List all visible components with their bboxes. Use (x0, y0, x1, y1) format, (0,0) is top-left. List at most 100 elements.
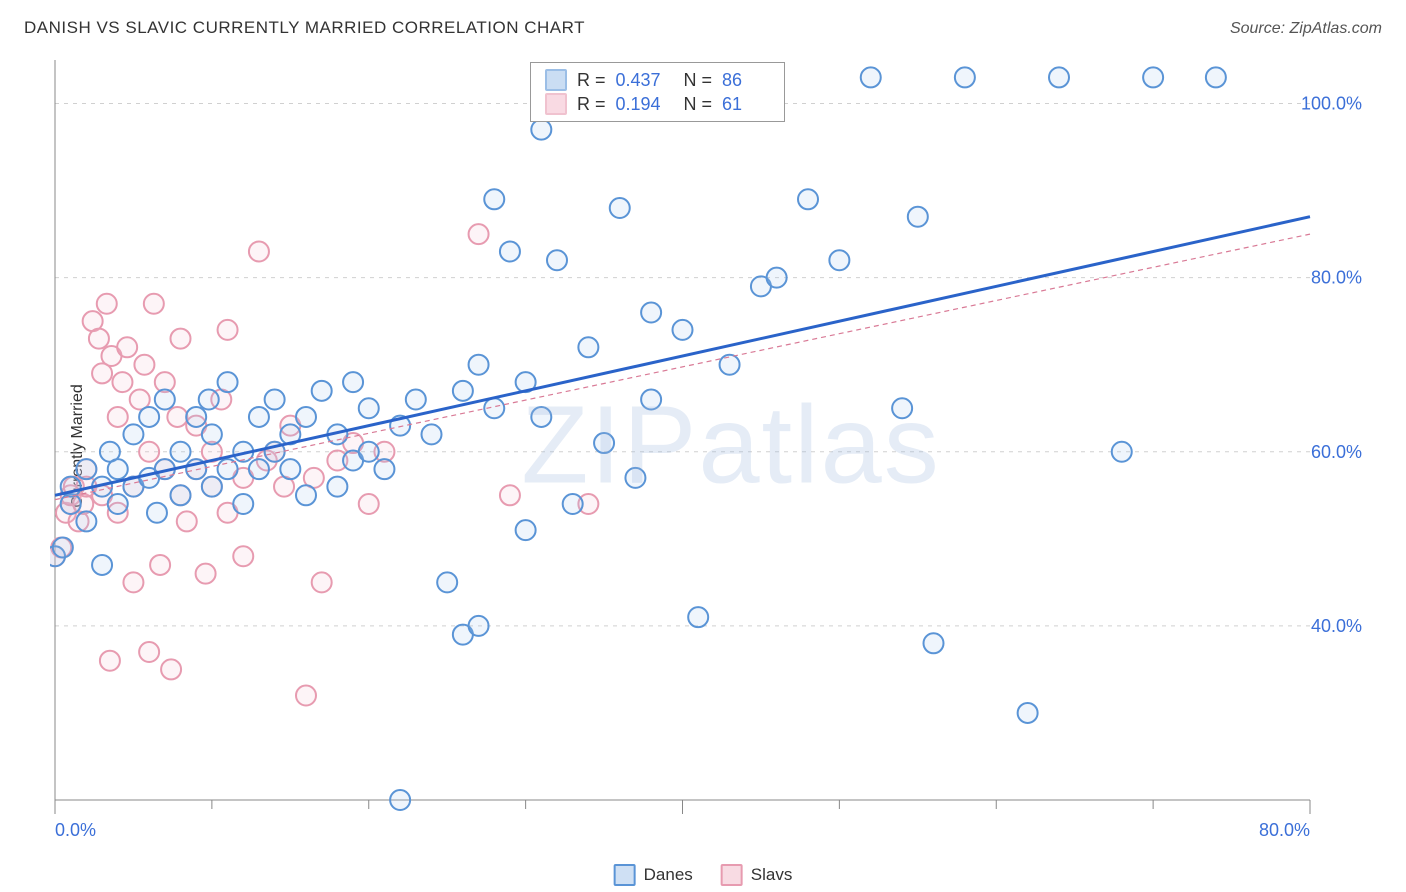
data-point (422, 424, 442, 444)
data-point (908, 207, 928, 227)
data-point (453, 381, 473, 401)
data-point (374, 459, 394, 479)
stats-legend-row: R = 0.437 N = 86 (545, 69, 770, 91)
data-point (625, 468, 645, 488)
data-point (469, 355, 489, 375)
stat-label: N = (674, 94, 713, 115)
data-point (150, 555, 170, 575)
stats-legend: R = 0.437 N = 86R = 0.194 N = 61 (530, 62, 785, 122)
data-point (484, 189, 504, 209)
legend-label: Danes (644, 865, 693, 885)
data-point (161, 659, 181, 679)
data-point (594, 433, 614, 453)
data-point (147, 503, 167, 523)
svg-text:40.0%: 40.0% (1311, 616, 1362, 636)
data-point (892, 398, 912, 418)
svg-text:80.0%: 80.0% (1259, 820, 1310, 840)
legend-swatch (545, 93, 567, 115)
data-point (500, 485, 520, 505)
data-point (829, 250, 849, 270)
data-point (97, 294, 117, 314)
data-point (233, 494, 253, 514)
chart-header: DANISH VS SLAVIC CURRENTLY MARRIED CORRE… (24, 18, 1382, 38)
data-point (1112, 442, 1132, 462)
data-point (955, 67, 975, 87)
data-point (100, 651, 120, 671)
data-point (233, 546, 253, 566)
data-point (123, 424, 143, 444)
data-point (296, 485, 316, 505)
stat-label: R = (577, 70, 606, 91)
scatter-chart: 40.0%60.0%80.0%100.0%0.0%80.0% (50, 50, 1370, 840)
data-point (1206, 67, 1226, 87)
data-point (108, 494, 128, 514)
data-point (249, 459, 269, 479)
data-point (359, 442, 379, 462)
data-point (516, 520, 536, 540)
data-point (177, 511, 197, 531)
data-point (117, 337, 137, 357)
data-point (280, 459, 300, 479)
data-point (199, 390, 219, 410)
data-point (202, 424, 222, 444)
data-point (249, 242, 269, 262)
data-point (437, 572, 457, 592)
svg-text:60.0%: 60.0% (1311, 442, 1362, 462)
legend-item: Slavs (721, 864, 793, 886)
legend-label: Slavs (751, 865, 793, 885)
legend-swatch (614, 864, 636, 886)
svg-text:100.0%: 100.0% (1301, 94, 1362, 114)
data-point (359, 494, 379, 514)
data-point (218, 320, 238, 340)
data-point (924, 633, 944, 653)
data-point (469, 616, 489, 636)
data-point (1049, 67, 1069, 87)
data-point (327, 477, 347, 497)
data-point (673, 320, 693, 340)
data-point (171, 442, 191, 462)
data-point (312, 572, 332, 592)
data-point (296, 686, 316, 706)
data-point (531, 407, 551, 427)
data-point (144, 294, 164, 314)
stats-legend-row: R = 0.194 N = 61 (545, 93, 770, 115)
data-point (76, 511, 96, 531)
data-point (343, 372, 363, 392)
data-point (296, 407, 316, 427)
data-point (112, 372, 132, 392)
legend-item: Danes (614, 864, 693, 886)
data-point (641, 390, 661, 410)
data-point (53, 538, 73, 558)
data-point (531, 120, 551, 140)
data-point (139, 407, 159, 427)
data-point (202, 477, 222, 497)
data-point (218, 372, 238, 392)
legend-swatch (721, 864, 743, 886)
data-point (547, 250, 567, 270)
data-point (563, 494, 583, 514)
series-legend: Danes Slavs (614, 864, 793, 886)
data-point (196, 564, 216, 584)
data-point (1018, 703, 1038, 723)
stat-r-value: 0.437 (616, 70, 664, 91)
data-point (610, 198, 630, 218)
data-point (390, 790, 410, 810)
stat-n-value: 86 (722, 70, 770, 91)
chart-plot-area: 40.0%60.0%80.0%100.0%0.0%80.0% ZIPatlas … (50, 50, 1370, 840)
data-point (469, 224, 489, 244)
data-point (578, 337, 598, 357)
data-point (108, 459, 128, 479)
data-point (861, 67, 881, 87)
data-point (249, 407, 269, 427)
data-point (89, 329, 109, 349)
data-point (688, 607, 708, 627)
data-point (720, 355, 740, 375)
data-point (139, 442, 159, 462)
data-point (171, 329, 191, 349)
data-point (312, 381, 332, 401)
stat-label: R = (577, 94, 606, 115)
chart-source: Source: ZipAtlas.com (1230, 20, 1382, 38)
data-point (265, 390, 285, 410)
data-point (1143, 67, 1163, 87)
data-point (406, 390, 426, 410)
